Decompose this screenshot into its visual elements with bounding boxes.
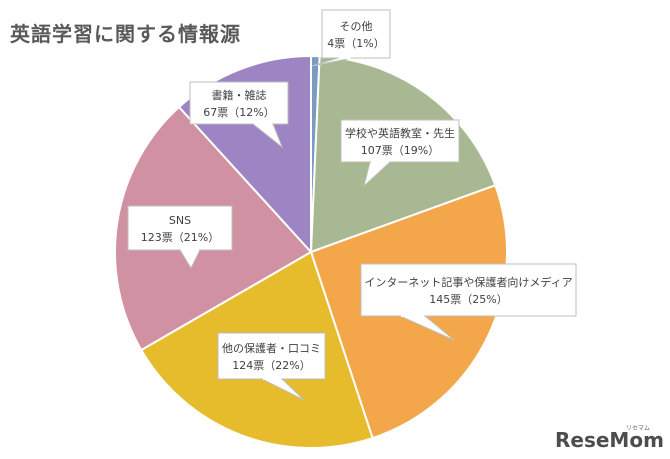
callout-0: その他 4票（1%）: [311, 9, 391, 67]
pie-slices: [114, 54, 508, 449]
resemom-logo: ReseMom リセマム: [555, 425, 664, 452]
callout-box-4: [127, 205, 233, 251]
slice-label-1: 学校や英語教室・先生: [345, 126, 455, 140]
callout-box-3: [217, 332, 326, 380]
callout-1: 学校や英語教室・先生 107票（19%）: [340, 119, 460, 188]
slice-label-4: SNS: [169, 214, 191, 227]
slice-value-label-2: 145票（25%）: [429, 293, 507, 306]
callout-4: SNS 123票（21%）: [127, 205, 233, 270]
logo-text: ReseMom: [555, 428, 664, 452]
slice-label-5: 書籍・雑誌: [212, 88, 267, 102]
pie-callouts: その他 4票（1%） 学校や英語教室・先生 107票（19%） インターネット記事や保護…: [127, 9, 577, 401]
slice-value-label-4: 123票（21%）: [141, 231, 219, 244]
slice-value-label-3: 124票（22%）: [232, 359, 310, 372]
logo-subtext: リセマム: [626, 425, 650, 432]
slice-label-3: 他の保護者・口コミ: [222, 341, 321, 355]
slice-value-label-5: 67票（12%）: [203, 106, 274, 119]
chart-title: 英語学習に関する情報源: [10, 22, 241, 46]
callout-5: 書籍・雑誌 67票（12%）: [189, 81, 289, 149]
slice-value-label-1: 107票（19%）: [361, 144, 439, 157]
slice-value-label-0: 4票（1%）: [327, 37, 384, 50]
callout-3: 他の保護者・口コミ 124票（22%）: [217, 332, 326, 401]
callout-box-2: [360, 263, 577, 317]
callout-2: インターネット記事や保護者向けメディア 145票（25%）: [360, 263, 577, 341]
callout-box-0: [321, 9, 391, 59]
slice-label-0: その他: [340, 20, 373, 33]
slice-label-2: インターネット記事や保護者向けメディア: [364, 275, 572, 289]
callout-box-1: [340, 119, 460, 163]
callout-box-5: [189, 81, 289, 125]
